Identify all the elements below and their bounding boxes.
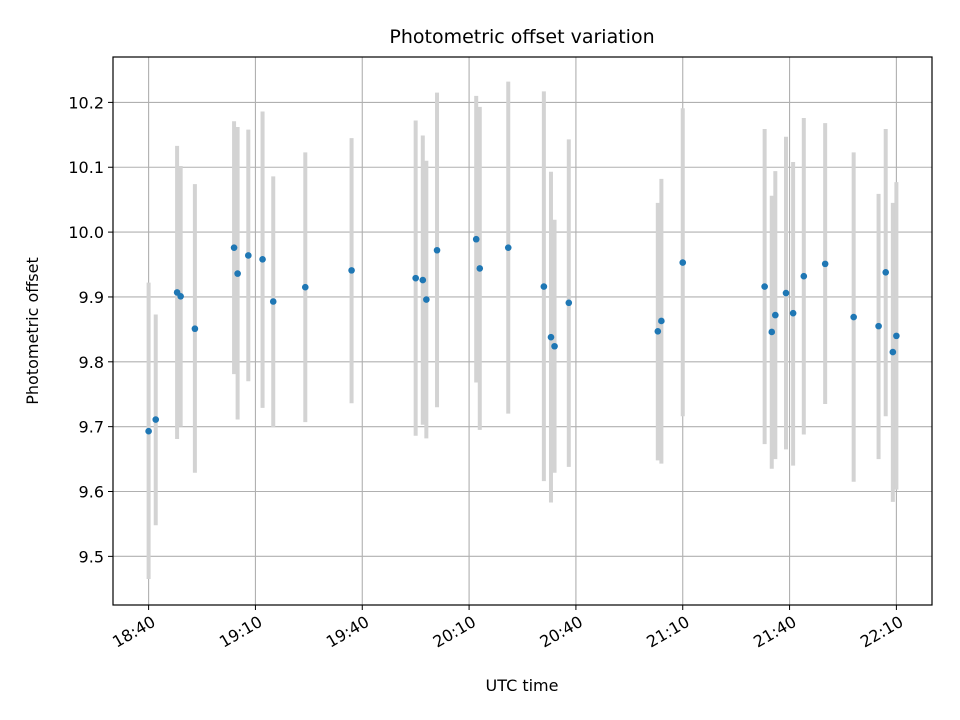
data-point — [882, 269, 890, 276]
data-point — [893, 332, 900, 340]
y-tick-label: 9.9 — [79, 288, 104, 307]
y-tick-label: 10.1 — [68, 158, 104, 177]
data-point — [679, 259, 687, 266]
x-tick-label: 21:10 — [643, 612, 692, 652]
error-bars — [146, 81, 899, 580]
data-point — [259, 256, 266, 263]
data-point — [177, 293, 184, 300]
data-point — [348, 267, 355, 274]
y-tick-label: 10.0 — [68, 223, 104, 242]
x-tick-label: 18:40 — [109, 612, 158, 652]
data-point — [504, 244, 512, 251]
data-point — [301, 283, 309, 291]
data-point — [191, 325, 199, 333]
x-tick-label: 19:40 — [323, 612, 372, 652]
x-tick-label: 22:10 — [857, 612, 906, 652]
y-tick-label: 9.5 — [79, 547, 104, 566]
data-point — [761, 283, 768, 290]
data-point — [476, 265, 484, 272]
data-point — [768, 328, 776, 336]
y-tick-label: 10.2 — [68, 93, 104, 112]
data-point — [152, 416, 160, 423]
x-axis-title: UTC time — [486, 676, 559, 695]
data-points — [145, 235, 900, 435]
x-tick-label: 20:40 — [536, 612, 585, 652]
chart-title: Photometric offset variation — [389, 26, 654, 48]
y-tick-label: 9.7 — [79, 418, 104, 437]
data-point — [547, 333, 555, 341]
data-point — [412, 274, 419, 282]
data-point — [423, 296, 430, 303]
data-point — [850, 313, 857, 321]
data-point — [889, 348, 897, 356]
data-point — [800, 272, 808, 280]
data-point — [145, 427, 152, 435]
x-tick-label: 20:10 — [430, 612, 479, 652]
data-point — [234, 270, 241, 277]
x-tick-label: 19:10 — [216, 612, 265, 652]
data-point — [782, 289, 790, 297]
y-axis-title: Photometric offset — [23, 257, 42, 405]
data-point — [419, 276, 427, 284]
y-tick-label: 9.6 — [79, 483, 104, 502]
data-point — [821, 260, 829, 268]
data-point — [551, 342, 558, 350]
x-tick-label: 21:40 — [750, 612, 799, 652]
plot-frame — [112, 56, 933, 606]
data-point — [540, 283, 548, 290]
y-tick-label: 9.8 — [79, 353, 104, 372]
data-point — [772, 311, 779, 319]
data-point — [433, 246, 441, 254]
data-point — [654, 328, 662, 335]
data-point — [230, 244, 238, 251]
data-point — [565, 299, 573, 307]
data-point — [658, 317, 665, 325]
data-point — [269, 298, 277, 305]
data-point — [789, 309, 797, 317]
data-point — [472, 235, 480, 243]
data-point — [245, 252, 252, 259]
data-point — [875, 322, 882, 330]
